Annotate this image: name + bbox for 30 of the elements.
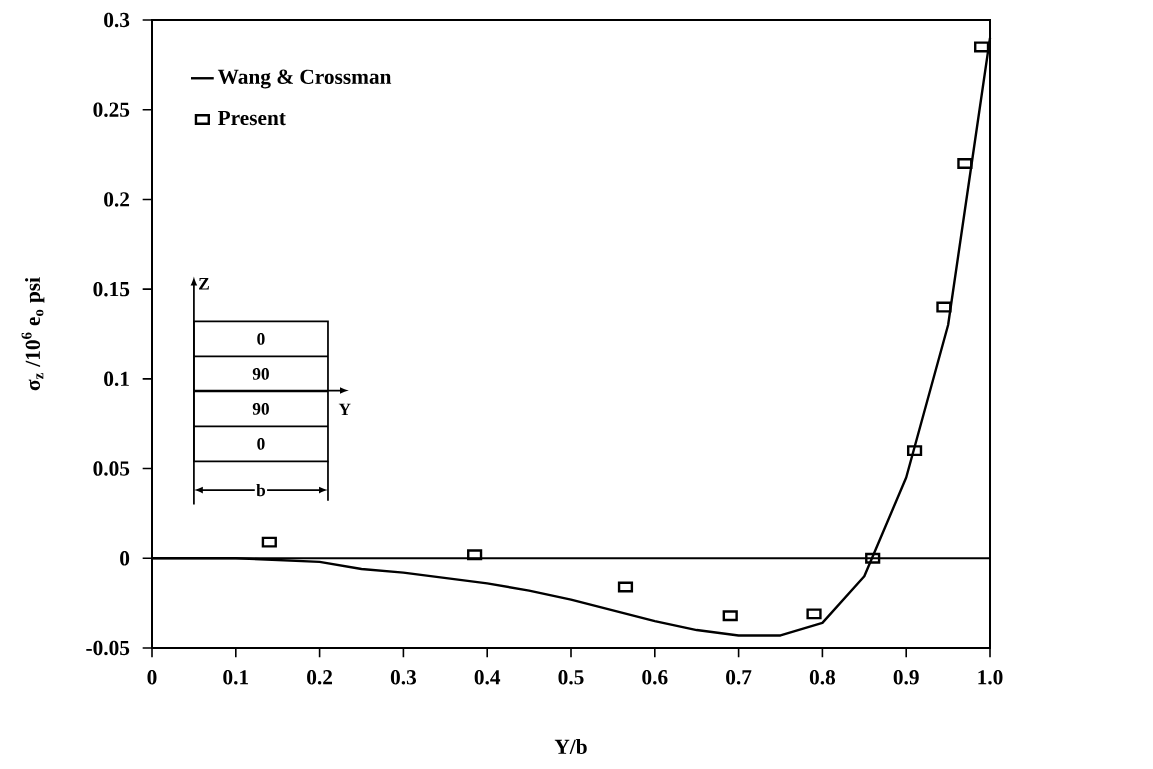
annotation: Z (199, 278, 209, 290)
y-tick-label: 0.2 (104, 192, 130, 207)
y-tick-label: -0.05 (86, 640, 130, 656)
y-tick-label: 0.15 (93, 281, 130, 297)
annotation: 0 (257, 333, 265, 345)
y-tick-label: 0.05 (93, 461, 130, 476)
y-axis-title: σ$_{z}$ /10$^{6}$ e$_{o}$ psi (21, 277, 45, 391)
x-tick-label: 0.7 (726, 670, 752, 685)
y-tick-label: 0.1 (104, 371, 129, 387)
annotation: b (256, 484, 266, 497)
y-tick-label: 0.3 (104, 12, 130, 28)
annotation: 90 (252, 368, 269, 380)
x-axis-title: Y/b (554, 739, 587, 755)
x-tick-label: 0 (147, 670, 157, 685)
annotation: 0 (257, 438, 265, 450)
x-tick-label: 1.0 (978, 670, 1003, 685)
x-tick-label: 0.5 (558, 670, 584, 685)
y-tick-label: 0.25 (93, 102, 130, 117)
x-tick-label: 0.4 (474, 670, 501, 685)
x-tick-label: 0.2 (307, 670, 333, 685)
annotation: 90 (252, 403, 269, 415)
legend-label: Wang & Crossman (217, 69, 392, 89)
x-tick-label: 0.8 (809, 670, 836, 685)
y-tick-label: 0 (120, 551, 130, 566)
annotation: Y (338, 403, 351, 416)
x-tick-label: 0.9 (893, 670, 919, 685)
x-tick-label: 0.1 (223, 670, 249, 685)
x-tick-label: 0.6 (642, 670, 668, 685)
legend-label: Present (217, 110, 286, 126)
x-tick-label: 0.3 (390, 670, 416, 685)
